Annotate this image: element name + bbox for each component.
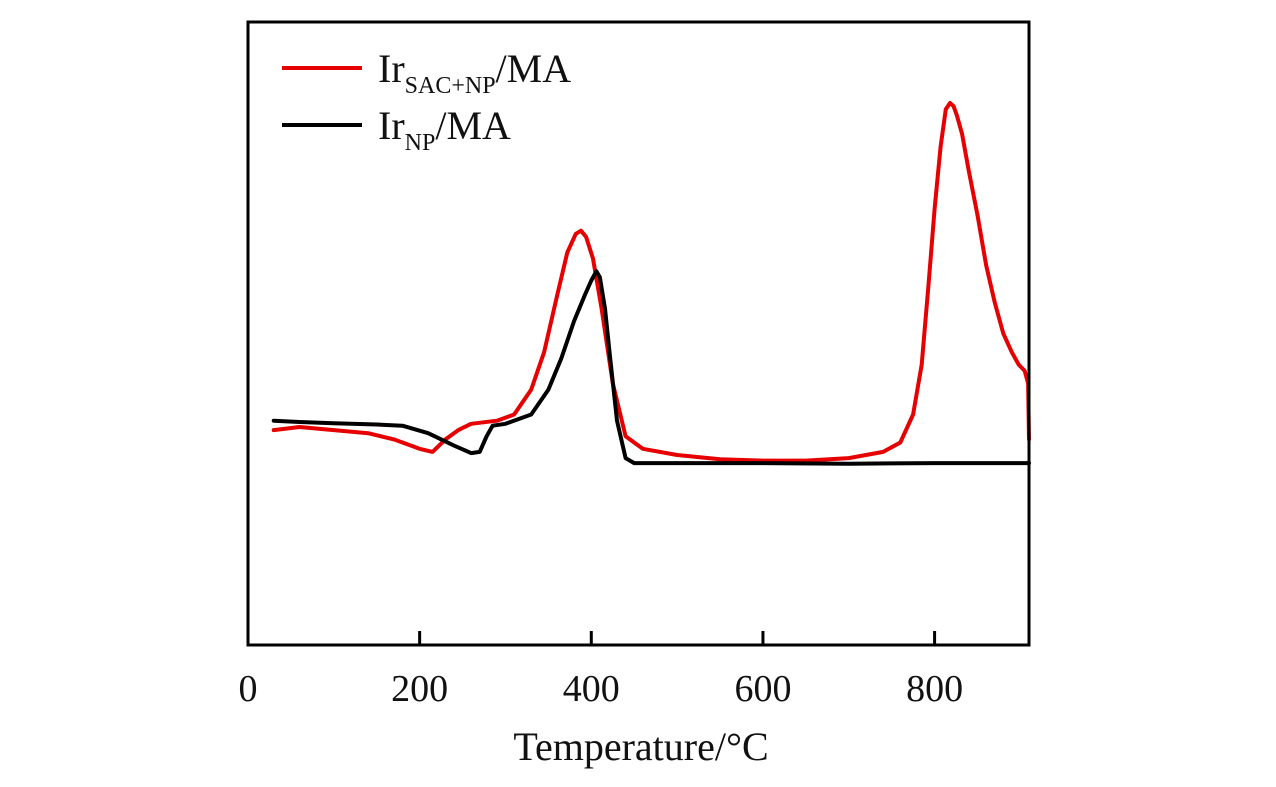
x-tick-label-400: 400 — [563, 668, 620, 710]
series-line-0 — [271, 101, 1031, 463]
x-axis-title: Temperature/°C — [513, 724, 768, 769]
x-axis: 0 200 400 600 800 — [239, 631, 963, 710]
legend-label-0: IrSAC+NP/MA — [378, 46, 571, 99]
x-tick-label-800: 800 — [906, 668, 963, 710]
series-line-1 — [271, 269, 1031, 466]
legend-label-1: IrNP/MA — [378, 103, 511, 156]
x-tick-label-0: 0 — [239, 668, 258, 710]
plot-area — [248, 22, 1029, 645]
x-tick-label-600: 600 — [734, 668, 791, 710]
x-tick-label-200: 200 — [391, 668, 448, 710]
plot-frame — [246, 20, 1031, 647]
series-layer — [271, 101, 1031, 466]
